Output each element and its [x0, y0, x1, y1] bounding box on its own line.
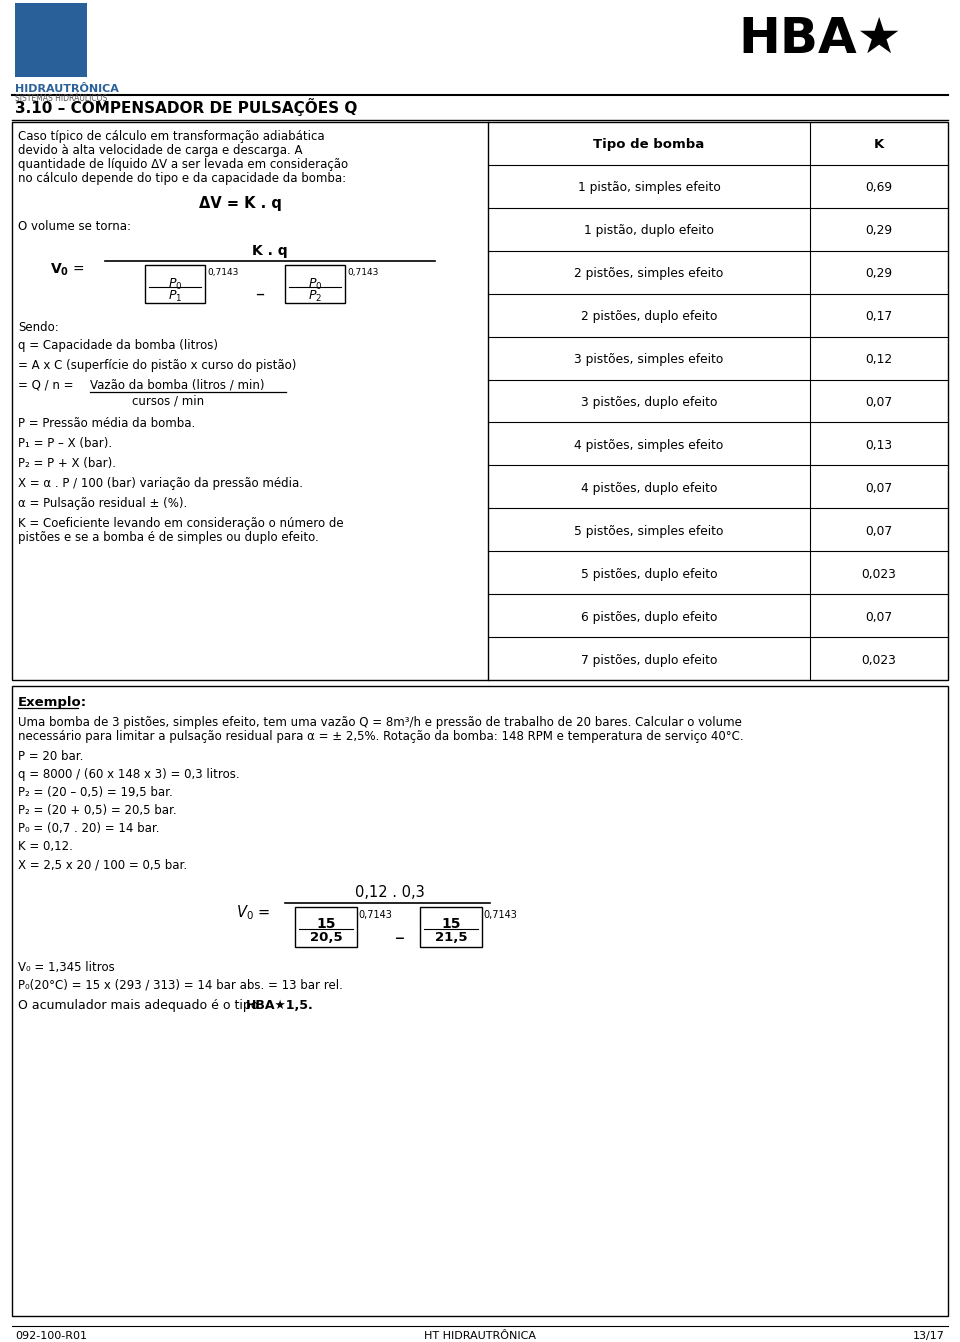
Text: P₂ = P + X (bar).: P₂ = P + X (bar).	[18, 458, 116, 470]
Text: Vazão da bomba (litros / min): Vazão da bomba (litros / min)	[90, 378, 265, 392]
Text: P₀(20°C) = 15 x (293 / 313) = 14 bar abs. = 13 bar rel.: P₀(20°C) = 15 x (293 / 313) = 14 bar abs…	[18, 980, 343, 992]
Text: quantidade de líquido ΔV a ser levada em consideração: quantidade de líquido ΔV a ser levada em…	[18, 158, 348, 170]
Text: 1 pistão, simples efeito: 1 pistão, simples efeito	[578, 181, 720, 195]
Text: X = α . P / 100 (bar) variação da pressão média.: X = α . P / 100 (bar) variação da pressã…	[18, 476, 303, 490]
Text: HIDRAUTRÔNICA: HIDRAUTRÔNICA	[15, 85, 119, 94]
Bar	[35, 35, 57, 50]
Text: P = 20 bar.: P = 20 bar.	[18, 750, 84, 764]
Text: HBA★: HBA★	[738, 15, 901, 63]
Text: $P_1$: $P_1$	[168, 289, 182, 305]
Text: pistões e se a bomba é de simples ou duplo efeito.: pistões e se a bomba é de simples ou dup…	[18, 531, 319, 544]
Bar	[488, 122, 948, 165]
Bar	[15, 15, 35, 76]
Text: 0,12 . 0,3: 0,12 . 0,3	[355, 884, 425, 900]
Text: V₀ = 1,345 litros: V₀ = 1,345 litros	[18, 961, 115, 974]
Text: K = 0,12.: K = 0,12.	[18, 840, 73, 854]
Text: ΔV = K . q: ΔV = K . q	[199, 196, 281, 211]
Text: Exemplo:: Exemplo:	[18, 696, 87, 709]
Text: 13/17: 13/17	[913, 1331, 945, 1341]
Text: 3.10 – COMPENSADOR DE PULSAÇÕES Q: 3.10 – COMPENSADOR DE PULSAÇÕES Q	[15, 98, 357, 115]
Text: K: K	[874, 138, 884, 152]
Text: 0,07: 0,07	[865, 396, 893, 409]
Text: 0,7143: 0,7143	[483, 910, 516, 921]
Text: P₀ = (0,7 . 20) = 14 bar.: P₀ = (0,7 . 20) = 14 bar.	[18, 823, 159, 835]
Text: $P_2$: $P_2$	[308, 289, 322, 305]
Text: SISTEMAS HIDRÁULICOS: SISTEMAS HIDRÁULICOS	[15, 94, 108, 103]
Text: –: –	[396, 929, 405, 947]
Text: O volume se torna:: O volume se torna:	[18, 220, 131, 234]
Text: α = Pulsação residual ± (%).: α = Pulsação residual ± (%).	[18, 497, 187, 510]
Text: 4 pistões, duplo efeito: 4 pistões, duplo efeito	[581, 482, 717, 495]
Text: 2 pistões, duplo efeito: 2 pistões, duplo efeito	[581, 310, 717, 323]
Text: 0,12: 0,12	[865, 353, 893, 366]
Text: 0,7143: 0,7143	[207, 268, 238, 276]
Text: P₂ = (20 – 0,5) = 19,5 bar.: P₂ = (20 – 0,5) = 19,5 bar.	[18, 786, 173, 798]
Text: 20,5: 20,5	[310, 931, 343, 943]
Bar	[285, 264, 345, 303]
Text: q = 8000 / (60 x 148 x 3) = 0,3 litros.: q = 8000 / (60 x 148 x 3) = 0,3 litros.	[18, 768, 240, 781]
Bar	[35, 19, 67, 76]
Text: Sendo:: Sendo:	[18, 321, 59, 334]
Text: no cálculo depende do tipo e da capacidade da bomba:: no cálculo depende do tipo e da capacida…	[18, 172, 347, 185]
Text: Uma bomba de 3 pistões, simples efeito, tem uma vazão Q = 8m³/h e pressão de tra: Uma bomba de 3 pistões, simples efeito, …	[18, 717, 742, 729]
Text: 21,5: 21,5	[435, 931, 468, 943]
Text: –: –	[255, 285, 265, 303]
Text: devido à alta velocidade de carga e descarga. A: devido à alta velocidade de carga e desc…	[18, 144, 302, 157]
Text: cursos / min: cursos / min	[132, 395, 204, 407]
Bar	[12, 686, 948, 1317]
Text: $P_0$: $P_0$	[308, 276, 323, 293]
Text: 3 pistões, simples efeito: 3 pistões, simples efeito	[574, 353, 724, 366]
Text: O acumulador mais adequado é o tipo: O acumulador mais adequado é o tipo	[18, 998, 262, 1012]
Text: $P_0$: $P_0$	[168, 276, 182, 293]
Text: 0,07: 0,07	[865, 525, 893, 538]
Text: 0,29: 0,29	[865, 224, 893, 238]
Bar	[57, 15, 87, 76]
Text: 4 pistões, simples efeito: 4 pistões, simples efeito	[574, 439, 724, 452]
Text: 2 pistões, simples efeito: 2 pistões, simples efeito	[574, 267, 724, 280]
Text: Tipo de bomba: Tipo de bomba	[593, 138, 705, 152]
Bar	[145, 264, 205, 303]
Bar	[15, 3, 87, 19]
Text: 0,17: 0,17	[865, 310, 893, 323]
Text: HBA★1,5.: HBA★1,5.	[246, 998, 314, 1012]
Text: 0,13: 0,13	[865, 439, 893, 452]
Text: 092-100-R01: 092-100-R01	[15, 1331, 87, 1341]
Text: 15: 15	[316, 917, 336, 931]
Text: 7 pistões, duplo efeito: 7 pistões, duplo efeito	[581, 654, 717, 667]
Text: 0,023: 0,023	[861, 568, 897, 581]
Text: $V_0$ =: $V_0$ =	[236, 903, 270, 922]
Text: 0,07: 0,07	[865, 482, 893, 495]
Text: HT HIDRAUTRÔNICA: HT HIDRAUTRÔNICA	[424, 1331, 536, 1341]
Text: Caso típico de cálculo em transformação adiabática: Caso típico de cálculo em transformação …	[18, 130, 324, 144]
Bar	[12, 122, 948, 680]
Text: 0,29: 0,29	[865, 267, 893, 280]
Text: 15: 15	[442, 917, 461, 931]
Text: 0,69: 0,69	[865, 181, 893, 195]
Text: q = Capacidade da bomba (litros): q = Capacidade da bomba (litros)	[18, 340, 218, 352]
Text: = A x C (superfície do pistão x curso do pistão): = A x C (superfície do pistão x curso do…	[18, 360, 297, 372]
Text: K . q: K . q	[252, 244, 288, 258]
Polygon shape	[15, 9, 87, 19]
Text: P₁ = P – X (bar).: P₁ = P – X (bar).	[18, 437, 112, 450]
Bar	[295, 907, 357, 947]
Text: 0,07: 0,07	[865, 611, 893, 624]
Text: P = Pressão média da bomba.: P = Pressão média da bomba.	[18, 417, 195, 429]
Text: 5 pistões, duplo efeito: 5 pistões, duplo efeito	[581, 568, 717, 581]
Text: = Q / n =: = Q / n =	[18, 378, 74, 392]
Text: K = Coeficiente levando em consideração o número de: K = Coeficiente levando em consideração …	[18, 517, 344, 530]
Bar	[420, 907, 482, 947]
Text: 1 pistão, duplo efeito: 1 pistão, duplo efeito	[584, 224, 714, 238]
Text: 3 pistões, duplo efeito: 3 pistões, duplo efeito	[581, 396, 717, 409]
Text: 0,023: 0,023	[861, 654, 897, 667]
Text: 0,7143: 0,7143	[358, 910, 392, 921]
Text: P₂ = (20 + 0,5) = 20,5 bar.: P₂ = (20 + 0,5) = 20,5 bar.	[18, 804, 177, 817]
Text: 0,7143: 0,7143	[347, 268, 378, 276]
Text: X = 2,5 x 20 / 100 = 0,5 bar.: X = 2,5 x 20 / 100 = 0,5 bar.	[18, 858, 187, 871]
Text: $\mathbf{V_0}$ =: $\mathbf{V_0}$ =	[51, 262, 85, 278]
Text: necessário para limitar a pulsação residual para α = ± 2,5%. Rotação da bomba: 1: necessário para limitar a pulsação resid…	[18, 730, 744, 743]
Text: 6 pistões, duplo efeito: 6 pistões, duplo efeito	[581, 611, 717, 624]
Text: 5 pistões, simples efeito: 5 pistões, simples efeito	[574, 525, 724, 538]
